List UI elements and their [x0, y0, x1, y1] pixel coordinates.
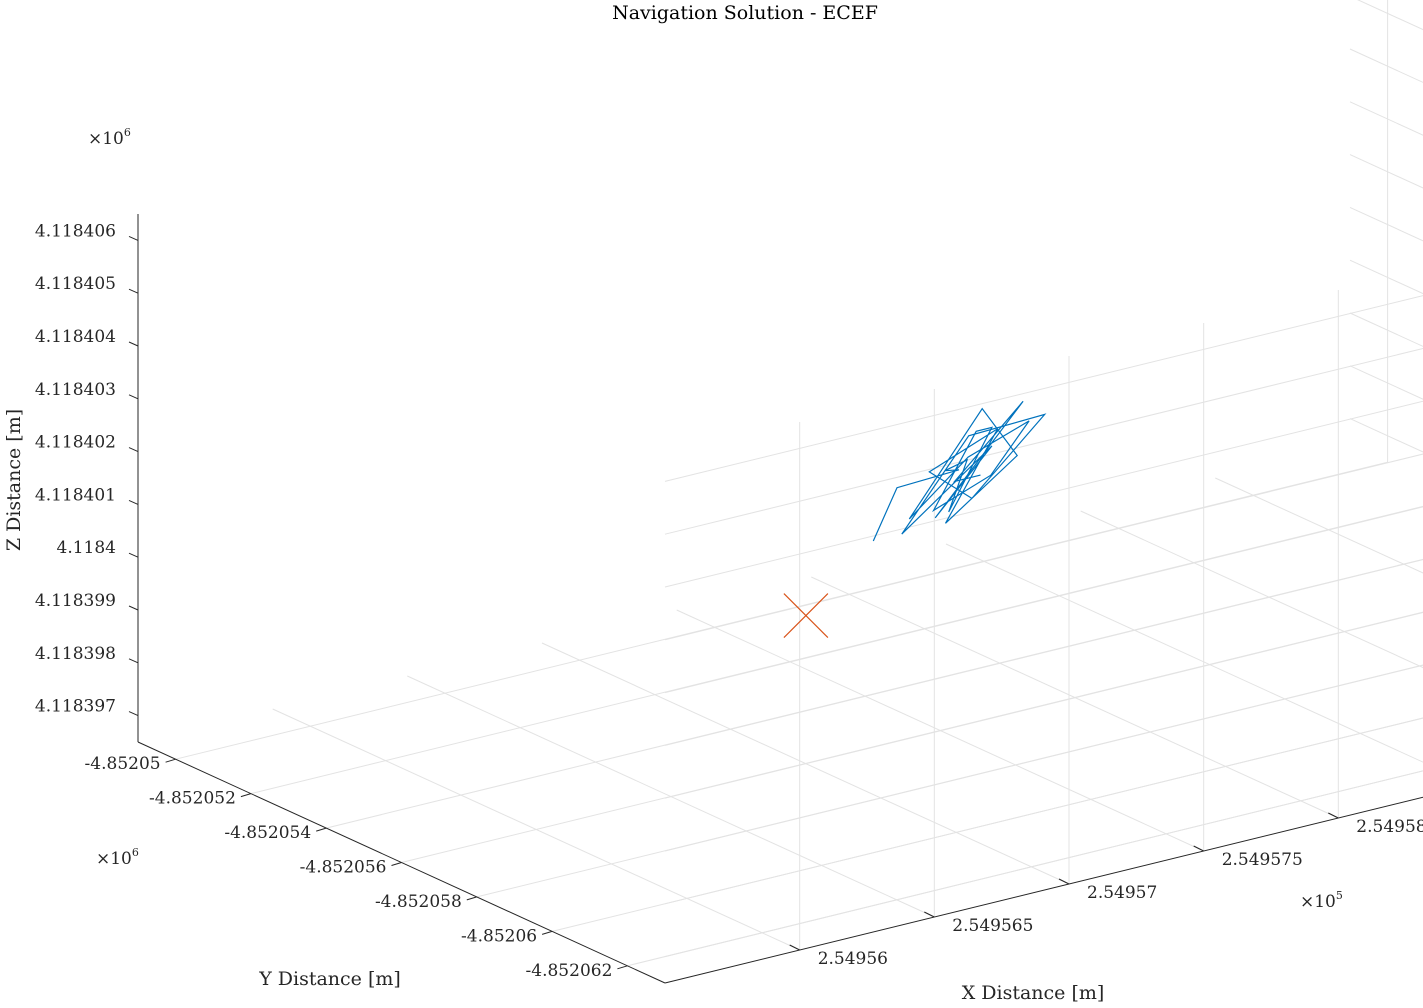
- x-tick-label: 2.549575: [1222, 850, 1303, 870]
- y-tick-label: -4.852058: [375, 892, 462, 912]
- x-tick-label: 2.54957: [1087, 883, 1157, 903]
- z-tick: [128, 711, 139, 717]
- grid-line: [1349, 259, 1423, 295]
- x-axis-line: [664, 796, 1423, 984]
- z-tick: [128, 288, 139, 294]
- grid-line: [175, 461, 1388, 760]
- grid-line: [1215, 477, 1423, 574]
- chart-title: Navigation Solution - ECEF: [612, 2, 878, 24]
- z-tick: [128, 235, 139, 241]
- grid-line: [664, 770, 1423, 958]
- x-tick-label: 2.549565: [952, 916, 1033, 936]
- y-tick-label: -4.852056: [300, 858, 387, 878]
- z-tick-label: 4.118405: [35, 274, 116, 294]
- z-tick-label: 4.118397: [35, 697, 116, 717]
- grid-line: [1080, 510, 1423, 669]
- z-tick-label: 4.118398: [35, 644, 116, 664]
- grid-line: [250, 505, 1423, 795]
- grid-line: [945, 543, 1423, 763]
- grid-line: [1349, 418, 1423, 453]
- x-tick: [789, 944, 800, 951]
- x-tick: [1193, 845, 1204, 852]
- y-exponent-label: ×106: [96, 846, 139, 869]
- z-axis-label: Z Distance [m]: [3, 409, 25, 551]
- y-axis-label: Y Distance [m]: [258, 968, 401, 990]
- grid-line: [1350, 0, 1423, 184]
- z-tick-label: 4.118401: [35, 485, 116, 505]
- x-tick: [924, 911, 935, 918]
- grid-line: [664, 453, 1423, 641]
- x-tick-label: 2.54958: [1356, 817, 1423, 837]
- x-axis-label: X Distance [m]: [962, 982, 1105, 1004]
- plot-area: [783, 400, 1047, 639]
- z-tick: [128, 341, 139, 347]
- trajectory-series-line: [872, 400, 1047, 542]
- grid-line: [551, 717, 1423, 932]
- grid-line: [664, 559, 1423, 746]
- z-tick-label: 4.118403: [35, 380, 116, 400]
- x-tick: [1058, 878, 1070, 885]
- grid-line: [664, 717, 1423, 905]
- grid-line: [1349, 101, 1423, 136]
- x-tick-label: 2.54956: [818, 949, 888, 969]
- grid-line: [664, 664, 1423, 852]
- grid-line: [1349, 206, 1423, 242]
- y-tick: [240, 793, 252, 798]
- y-tick: [466, 896, 477, 901]
- grid-line: [664, 611, 1423, 799]
- y-tick: [541, 930, 553, 935]
- z-tick: [128, 447, 139, 453]
- grid-line: [1349, 365, 1423, 400]
- z-tick: [128, 499, 139, 505]
- marker-stroke: [783, 593, 829, 639]
- y-tick-label: -4.85206: [461, 926, 537, 946]
- z-tick-label: 4.118402: [35, 433, 116, 453]
- z-tick: [128, 552, 139, 558]
- reference-position-marker: [783, 593, 829, 639]
- z-tick-label: 4.1184: [57, 538, 116, 558]
- z-exponent-label: ×106: [88, 126, 131, 149]
- y-tick-label: -4.852052: [149, 789, 236, 809]
- z-tick: [128, 394, 139, 400]
- grid-line: [1349, 154, 1423, 189]
- y-tick-label: -4.852062: [526, 961, 613, 981]
- z-tick-label: 4.118406: [35, 221, 116, 241]
- y-tick: [316, 827, 327, 832]
- grid-line: [664, 506, 1423, 694]
- y-tick-label: -4.852054: [224, 823, 311, 843]
- tick-labels: 4.118397 4.118398 4.118399 4.1184 4.118401 4.…: [35, 221, 1423, 980]
- grid-line: [664, 347, 1423, 535]
- grid-line: [664, 400, 1423, 588]
- y-tick: [617, 965, 628, 970]
- y-tick: [391, 862, 402, 866]
- z-tick: [128, 605, 139, 611]
- grid-line: [401, 611, 1423, 863]
- grid-line: [664, 295, 1423, 482]
- x-exponent-label: ×105: [1300, 889, 1343, 912]
- x-tick: [1328, 812, 1339, 819]
- y-tick: [165, 758, 176, 763]
- y-tick-label: -4.85205: [85, 754, 161, 774]
- grid-line: [1349, 312, 1423, 347]
- z-tick-label: 4.118404: [35, 327, 116, 347]
- z-tick-label: 4.118399: [35, 591, 116, 611]
- axis-lines: [128, 214, 1423, 984]
- z-tick: [128, 658, 139, 664]
- grid-line: [326, 558, 1423, 829]
- grid-lines: [175, 0, 1423, 967]
- grid-line: [1349, 48, 1423, 83]
